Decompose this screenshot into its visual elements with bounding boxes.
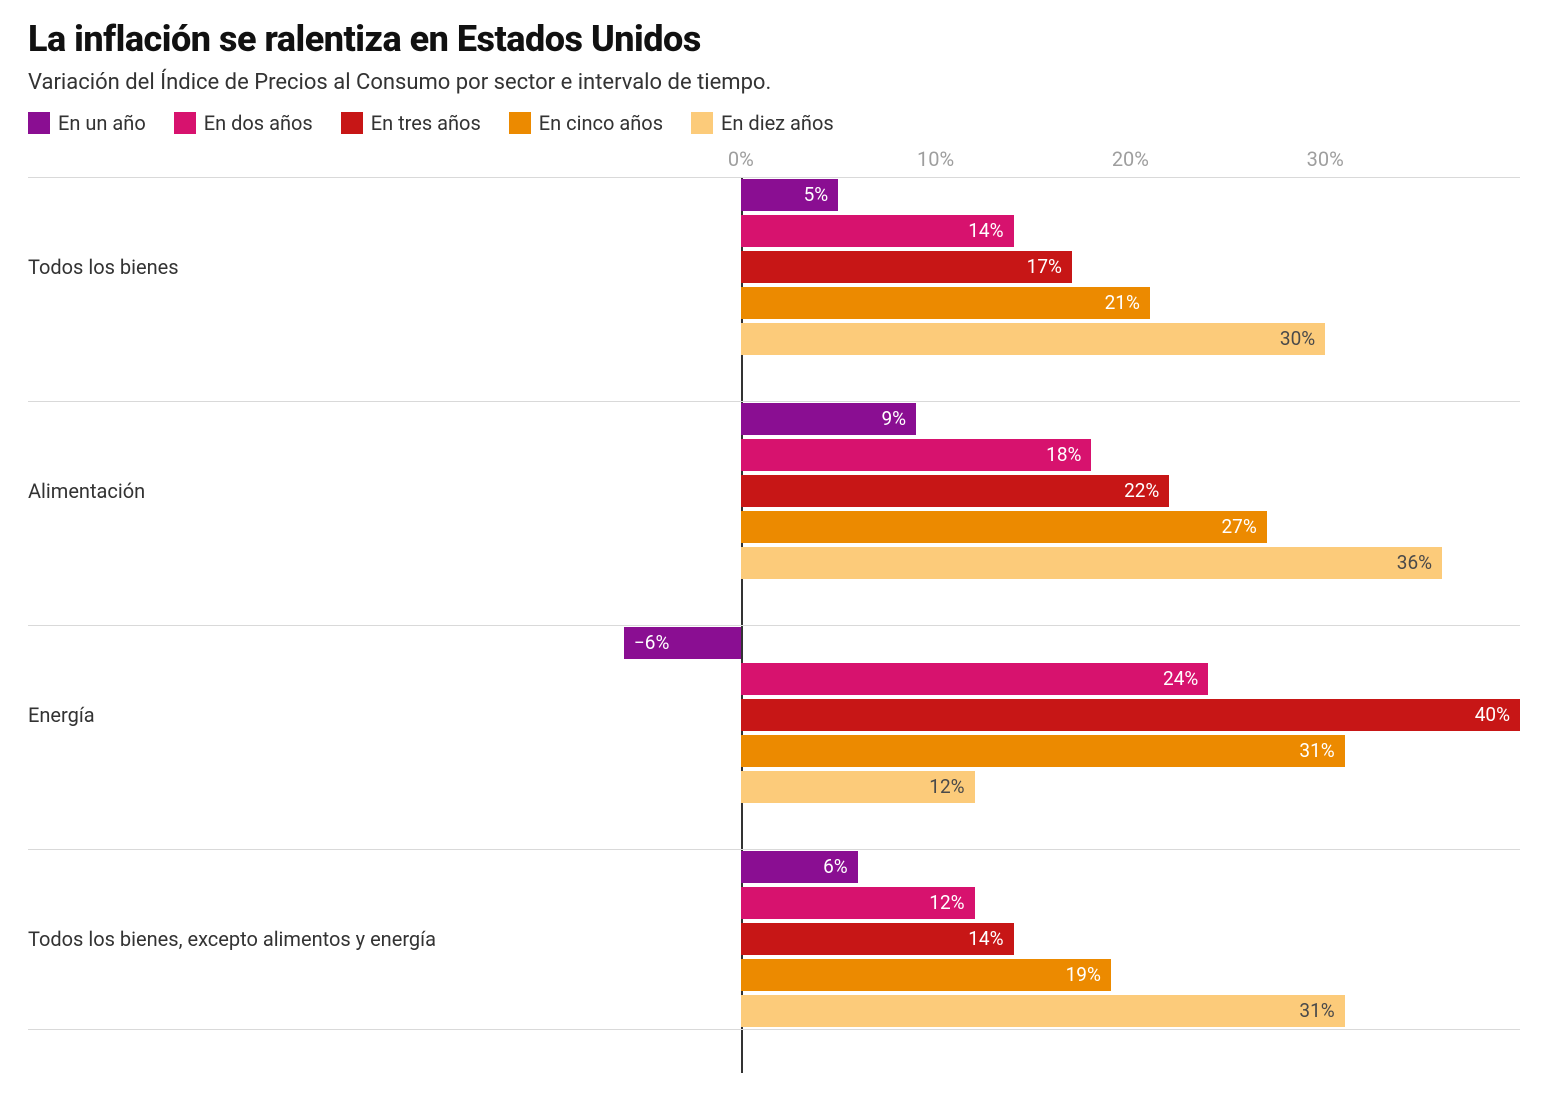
category-label: Energía xyxy=(28,703,538,727)
bar-value-label: 17% xyxy=(1017,251,1072,283)
legend: En un año En dos años En tres años En cinco… xyxy=(28,111,1520,135)
bar-value-label: 5% xyxy=(794,179,839,211)
legend-item: En un año xyxy=(28,111,146,135)
bar-value-label: −6% xyxy=(624,627,679,659)
bar-value-label: 36% xyxy=(1387,547,1442,579)
bar-value-label: 19% xyxy=(1056,959,1111,991)
bar-value-label: 6% xyxy=(813,851,858,883)
chart-subtitle: Variación del Índice de Precios al Consu… xyxy=(28,70,1520,95)
axis-tick: 0% xyxy=(728,147,754,171)
bar xyxy=(741,699,1520,731)
category-group: Todos los bienes, excepto alimentos y en… xyxy=(28,849,1520,1029)
bar-value-label: 12% xyxy=(919,887,974,919)
category-group: Alimentación 9% 18% 22% 27% 36% xyxy=(28,401,1520,581)
bar-chart: 0%10%20%30%Todos los bienes5%14%17%21%30… xyxy=(28,147,1520,1073)
group-divider xyxy=(28,1029,1520,1030)
bar-value-label: 40% xyxy=(1465,699,1520,731)
group-divider xyxy=(28,401,1520,402)
bar xyxy=(741,475,1170,507)
bar-value-label: 30% xyxy=(1270,323,1325,355)
bar xyxy=(741,323,1325,355)
bar xyxy=(741,735,1345,767)
legend-swatch xyxy=(28,112,50,134)
group-divider xyxy=(28,625,1520,626)
legend-swatch xyxy=(509,112,531,134)
bar-value-label: 18% xyxy=(1036,439,1091,471)
chart-title: La inflación se ralentiza en Estados Uni… xyxy=(28,18,1520,60)
bar xyxy=(741,547,1442,579)
category-group: Todos los bienes 5% 14%17% 21% 30% xyxy=(28,177,1520,357)
group-divider xyxy=(28,849,1520,850)
bar-value-label: 12% xyxy=(919,771,974,803)
bar-value-label: 24% xyxy=(1153,663,1208,695)
axis-tick: 10% xyxy=(917,147,954,171)
axis-tick: 30% xyxy=(1307,147,1344,171)
group-divider xyxy=(28,177,1520,178)
legend-swatch xyxy=(691,112,713,134)
legend-item: En cinco años xyxy=(509,111,663,135)
bar-value-label: 27% xyxy=(1211,511,1266,543)
category-label: Todos los bienes xyxy=(28,255,538,279)
legend-label: En cinco años xyxy=(539,111,663,135)
axis-tick: 20% xyxy=(1112,147,1149,171)
bar-value-label: 22% xyxy=(1114,475,1169,507)
bar-value-label: 31% xyxy=(1289,995,1344,1027)
legend-label: En un año xyxy=(58,111,146,135)
bar xyxy=(741,511,1267,543)
legend-label: En diez años xyxy=(721,111,834,135)
legend-label: En dos años xyxy=(204,111,313,135)
bar-value-label: 14% xyxy=(958,923,1013,955)
bar-value-label: 21% xyxy=(1095,287,1150,319)
bar-value-label: 9% xyxy=(872,403,917,435)
legend-item: En diez años xyxy=(691,111,834,135)
category-group: Energía −6% 24% 40% 31% 12% xyxy=(28,625,1520,805)
bar xyxy=(741,995,1345,1027)
legend-label: En tres años xyxy=(371,111,481,135)
legend-swatch xyxy=(174,112,196,134)
category-label: Todos los bienes, excepto alimentos y en… xyxy=(28,927,538,951)
bar-value-label: 31% xyxy=(1289,735,1344,767)
bar xyxy=(741,287,1150,319)
category-label: Alimentación xyxy=(28,479,538,503)
legend-swatch xyxy=(341,112,363,134)
legend-item: En dos años xyxy=(174,111,313,135)
bar-value-label: 14% xyxy=(958,215,1013,247)
legend-item: En tres años xyxy=(341,111,481,135)
bar xyxy=(741,663,1209,695)
